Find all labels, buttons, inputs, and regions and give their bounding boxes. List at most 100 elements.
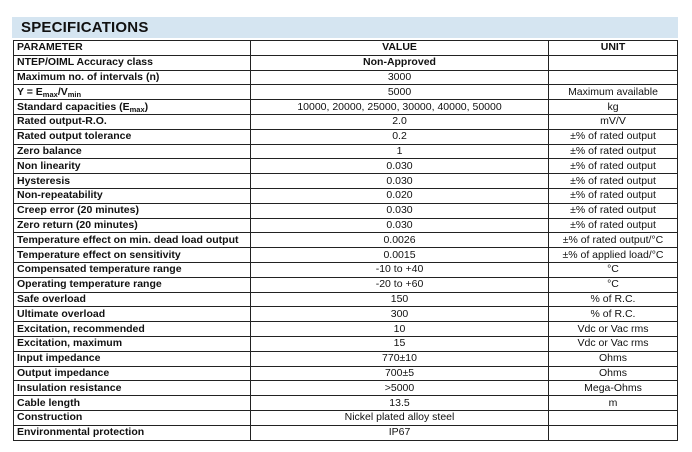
table-row: Rated output-R.O. 2.0 mV/V: [13, 113, 678, 130]
value-cell: 3000: [250, 69, 549, 86]
parameter-cell: Ultimate overload: [13, 306, 251, 323]
subscript: max: [42, 89, 58, 99]
value-cell: 15: [250, 335, 549, 352]
table-row: Y = Emax/Vmin 5000 Maximum available: [13, 84, 678, 101]
table-row: Input impedance 770±10 Ohms: [13, 350, 678, 367]
subscript: max: [129, 104, 145, 114]
parameter-cell: Safe overload: [13, 291, 251, 308]
specifications-table: PARAMETER VALUE UNIT NTEP/OIML Accuracy …: [13, 40, 678, 441]
value-cell: 1: [250, 143, 549, 160]
parameter-cell: Construction: [13, 409, 251, 426]
parameter-cell: Output impedance: [13, 365, 251, 382]
parameter-cell: Non linearity: [13, 158, 251, 175]
value-cell: -10 to +40: [250, 261, 549, 278]
table-row: Operating temperature range -20 to +60 °C: [13, 276, 678, 293]
parameter-cell: Input impedance: [13, 350, 251, 367]
parameter-cell: Temperature effect on min. dead load out…: [13, 232, 251, 249]
parameter-cell: Operating temperature range: [13, 276, 251, 293]
header-parameter: PARAMETER: [13, 40, 251, 56]
unit-cell: ±% of rated output/°C: [548, 232, 678, 249]
header-unit: UNIT: [548, 40, 678, 56]
value-cell: Nickel plated alloy steel: [250, 409, 549, 426]
unit-cell: ±% of rated output: [548, 128, 678, 145]
table-row: Compensated temperature range -10 to +40 °…: [13, 261, 678, 278]
table-row: Maximum no. of intervals (n) 3000: [13, 69, 678, 86]
parameter-text: Standard capacities (E: [17, 100, 130, 113]
value-cell: -20 to +60: [250, 276, 549, 293]
table-row: Temperature effect on min. dead load out…: [13, 232, 678, 249]
value-cell: 0.030: [250, 202, 549, 219]
parameter-cell: Environmental protection: [13, 424, 251, 441]
parameter-cell: Insulation resistance: [13, 380, 251, 397]
parameter-cell: Temperature effect on sensitivity: [13, 247, 251, 263]
table-row: Standard capacities (Emax) 10000, 20000, …: [13, 99, 678, 115]
header-value: VALUE: [250, 40, 549, 56]
unit-cell: [548, 409, 678, 426]
value-cell: 13.5: [250, 395, 549, 411]
table-row: Rated output tolerance 0.2 ±% of rated out…: [13, 128, 678, 145]
unit-cell: m: [548, 395, 678, 411]
value-cell: 770±10: [250, 350, 549, 367]
unit-cell: Ohms: [548, 350, 678, 367]
table-row: Safe overload 150% of R.C.: [13, 291, 678, 308]
value-cell: 0.030: [250, 173, 549, 189]
table-row: Zero balance 1 ±% of rated output: [13, 143, 678, 160]
value-cell: 0.2: [250, 128, 549, 145]
unit-cell: [548, 424, 678, 441]
value-cell: 700±5: [250, 365, 549, 382]
unit-cell: ±% of rated output: [548, 158, 678, 175]
table-row: Excitation, maximum 15 Vdc or Vac rms: [13, 335, 678, 352]
parameter-cell: Excitation, recommended: [13, 321, 251, 337]
table-row: Insulation resistance >5000 Mega-Ohms: [13, 380, 678, 397]
parameter-cell: Zero balance: [13, 143, 251, 160]
unit-cell: ±% of rated output: [548, 217, 678, 234]
table-row: Construction Nickel plated alloy steel: [13, 409, 678, 426]
value-cell: 0.0015: [250, 247, 549, 263]
parameter-cell: Creep error (20 minutes): [13, 202, 251, 219]
unit-cell: °C: [548, 276, 678, 293]
parameter-cell: Rated output tolerance: [13, 128, 251, 145]
unit-cell: ±% of rated output: [548, 187, 678, 204]
value-cell: 0.030: [250, 217, 549, 234]
value-cell: 10000, 20000, 25000, 30000, 40000, 50000: [250, 99, 549, 115]
value-cell: 0.020: [250, 187, 549, 204]
table-row: Cable length 13.5 m: [13, 395, 678, 411]
unit-cell: ±% of applied load/°C: [548, 247, 678, 263]
unit-cell: °C: [548, 261, 678, 278]
subscript: min: [67, 89, 82, 99]
unit-cell: [548, 54, 678, 71]
unit-cell: Ohms: [548, 365, 678, 382]
parameter-cell: Zero return (20 minutes): [13, 217, 251, 234]
value-cell: 0.0026: [250, 232, 549, 249]
value-cell: 2.0: [250, 113, 549, 130]
value-cell: 5000: [250, 84, 549, 101]
table-row: Non linearity 0.030 ±% of rated output: [13, 158, 678, 175]
parameter-cell: Compensated temperature range: [13, 261, 251, 278]
value-cell: 10: [250, 321, 549, 337]
parameter-text: Y = E: [17, 85, 43, 98]
unit-cell: [548, 69, 678, 86]
section-title-bar: SPECIFICATIONS: [12, 17, 678, 38]
unit-cell: % of R.C.: [548, 291, 678, 308]
table-row: Non-repeatability 0.020 ±% of rated output: [13, 187, 678, 204]
table-row: Temperature effect on sensitivity 0.0015 ±…: [13, 247, 678, 263]
parameter-cell: Non-repeatability: [13, 187, 251, 204]
parameter-cell: Y = Emax/Vmin: [13, 84, 251, 101]
value-cell: >5000: [250, 380, 549, 397]
table-row: Hysteresis 0.030 ±% of rated output: [13, 173, 678, 189]
value-cell: Non-Approved: [250, 54, 549, 71]
value-cell: 300: [250, 306, 549, 323]
unit-cell: ±% of rated output: [548, 143, 678, 160]
unit-cell: mV/V: [548, 113, 678, 130]
table-row: NTEP/OIML Accuracy class Non-Approved: [13, 54, 678, 71]
parameter-cell: NTEP/OIML Accuracy class: [13, 54, 251, 71]
unit-cell: ±% of rated output: [548, 173, 678, 189]
unit-cell: ±% of rated output: [548, 202, 678, 219]
parameter-cell: Rated output-R.O.: [13, 113, 251, 130]
section-title: SPECIFICATIONS: [21, 19, 149, 36]
table-row: Creep error (20 minutes) 0.030 ±% of rated…: [13, 202, 678, 219]
parameter-cell: Excitation, maximum: [13, 335, 251, 352]
parameter-cell: Maximum no. of intervals (n): [13, 69, 251, 86]
unit-cell: Vdc or Vac rms: [548, 335, 678, 352]
parameter-text: /V: [57, 85, 68, 98]
